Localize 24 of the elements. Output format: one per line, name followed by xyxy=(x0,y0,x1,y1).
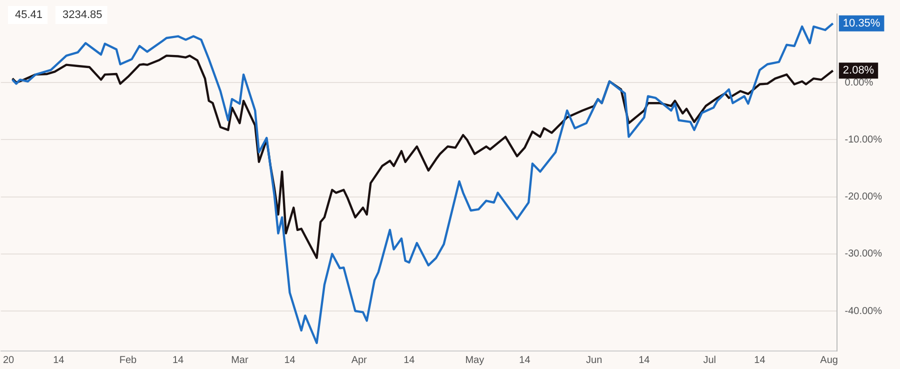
y-tick-label: 0.00% xyxy=(844,77,874,88)
x-tick-label: 14 xyxy=(53,354,65,366)
y-tick-label: -30.00% xyxy=(844,248,882,260)
x-tick-label: 14 xyxy=(638,354,650,366)
x-tick-label: 20 xyxy=(3,354,15,366)
x-tick-label: 14 xyxy=(754,354,766,366)
x-tick-label: 14 xyxy=(404,354,416,366)
y-tick-label: -40.00% xyxy=(844,306,882,317)
x-tick-label: Apr xyxy=(351,354,368,366)
annotation: 10.35% xyxy=(842,17,880,30)
x-tick-label: Feb xyxy=(119,354,138,366)
annotation: 2.08% xyxy=(842,64,874,77)
x-tick-label: 14 xyxy=(519,354,531,366)
x-tick-label: Mar xyxy=(231,354,249,366)
annotation: 3234.85 xyxy=(62,9,102,22)
x-tick-label: 14 xyxy=(284,354,296,366)
y-tick-label: -20.00% xyxy=(844,192,882,203)
x-tick-label: Aug xyxy=(820,354,838,366)
annotation: 45.41 xyxy=(15,9,43,22)
x-tick-label: Jun xyxy=(586,354,602,366)
x-tick-label: May xyxy=(465,354,484,366)
x-tick-label: Jul xyxy=(703,354,716,366)
x-tick-label: 14 xyxy=(172,354,184,366)
y-tick-label: -10.00% xyxy=(844,134,882,146)
